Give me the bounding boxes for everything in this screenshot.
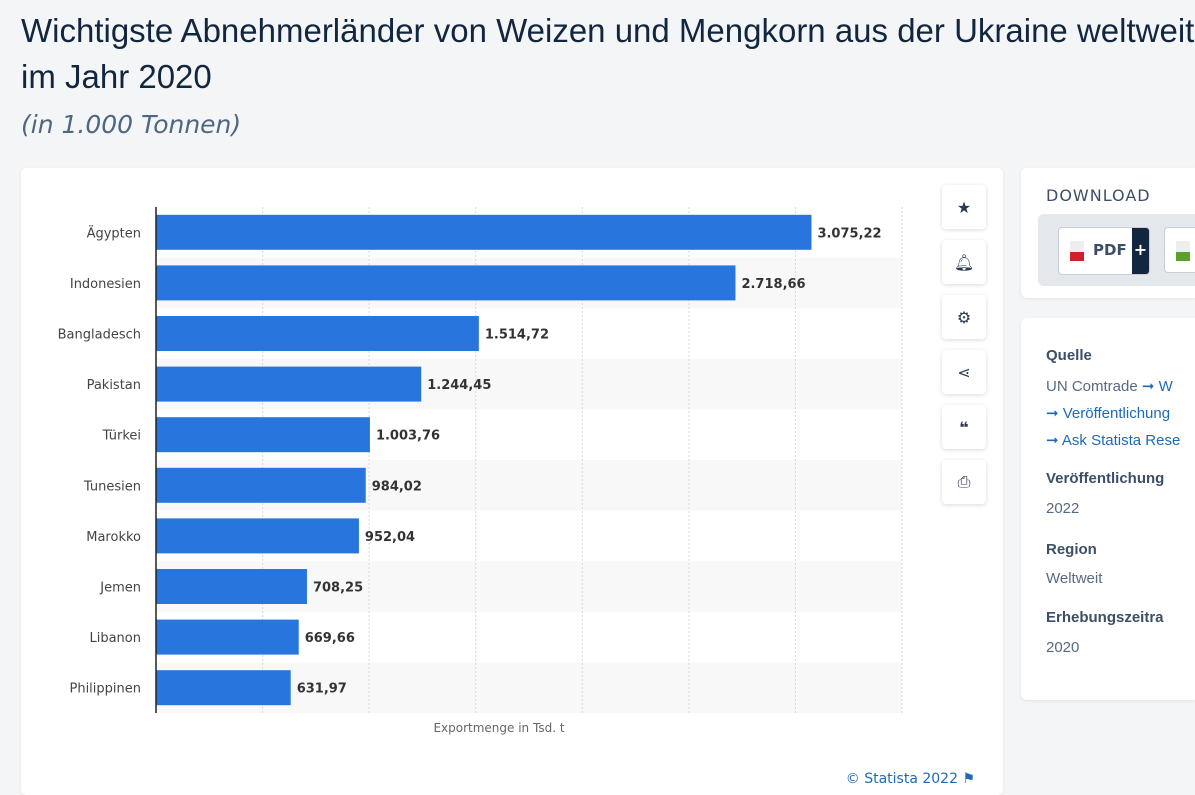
category-label: Libanon [89, 631, 141, 646]
share-button[interactable]: ⋖ [942, 350, 986, 394]
print-button[interactable]: ⎙ [942, 460, 986, 504]
print-icon: ⎙ [957, 472, 971, 491]
pdf-file-icon [1070, 241, 1084, 261]
data-label: 2.718,66 [741, 277, 805, 292]
bar-Marokko [156, 518, 359, 554]
data-label: 631,97 [297, 682, 347, 697]
bar-Ägypten [156, 214, 812, 250]
ask-statista-link[interactable]: ➞ Ask Statista Rese [1046, 432, 1181, 449]
settings-button[interactable]: ⚙ [942, 295, 986, 339]
period-value: 2020 [1046, 639, 1080, 656]
period-label: Erhebungszeitra [1046, 609, 1164, 626]
info-panel: Quelle UN Comtrade ➞ W ➞ Veröffentlichun… [1021, 318, 1195, 700]
source-label: Quelle [1046, 347, 1092, 364]
source-value: UN Comtrade [1046, 378, 1138, 395]
bell-icon: 🔔︎ [953, 252, 975, 272]
category-label: Jemen [99, 581, 141, 596]
data-label: 952,04 [365, 530, 415, 545]
statista-credit[interactable]: © Statista 2022 ⚑ [846, 771, 975, 787]
bar-Jemen [156, 569, 307, 604]
bar-Pakistan [156, 366, 422, 402]
xls-download-button[interactable] [1164, 227, 1195, 273]
chart-card: Ägypten 3.075,22 Indonesien 2.718,66 Banglad… [21, 168, 1003, 795]
download-heading: DOWNLOAD [1046, 186, 1151, 205]
category-label: Türkei [102, 429, 141, 444]
pdf-label: PDF [1093, 241, 1127, 259]
bar-Türkei [156, 417, 370, 453]
bar-Bangladesch [156, 316, 479, 351]
data-label: 984,02 [372, 479, 422, 494]
page-title: Wichtigste Abnehmerländer von Weizen und… [21, 12, 1195, 95]
data-label: 1.244,45 [427, 378, 491, 393]
favorite-button[interactable]: ★ [942, 185, 986, 229]
cite-button[interactable]: ❝ [942, 405, 986, 449]
bar-Tunesien [156, 467, 366, 503]
gear-icon: ⚙ [956, 307, 972, 327]
credit-text: © Statista 2022 [845, 771, 958, 787]
publication-link[interactable]: ➞ Veröffentlichung [1046, 405, 1171, 422]
star-icon: ★ [956, 197, 972, 217]
plus-icon: + [1132, 228, 1149, 274]
xls-file-icon [1176, 241, 1190, 261]
source-link-text: W [1158, 378, 1173, 395]
page-subtitle: (in 1.000 Tonnen) [21, 110, 242, 139]
download-panel: DOWNLOAD PDF + [1021, 168, 1195, 298]
category-label: Marokko [86, 530, 141, 545]
bar-Libanon [156, 619, 299, 655]
category-label: Bangladesch [58, 328, 141, 343]
notification-button[interactable]: 🔔︎ [942, 240, 986, 284]
source-link[interactable]: ➞ W [1141, 378, 1173, 395]
publication-value: 2022 [1046, 500, 1080, 517]
region-value: Weltweit [1046, 570, 1103, 587]
data-label: 1.514,72 [485, 328, 549, 343]
share-icon: ⋖ [957, 362, 971, 382]
category-label: Tunesien [83, 479, 141, 494]
x-axis-label: Exportmenge in Tsd. t [433, 721, 564, 735]
category-label: Philippinen [69, 682, 141, 697]
pdf-download-button[interactable]: PDF + [1058, 227, 1150, 275]
data-label: 1.003,76 [376, 429, 440, 444]
flag-icon: ⚑ [962, 771, 975, 787]
category-label: Ägypten [87, 225, 141, 241]
data-label: 3.075,22 [817, 226, 881, 241]
publication-label: Veröffentlichung [1046, 470, 1165, 487]
data-label: 669,66 [305, 631, 355, 646]
bar-chart: Ägypten 3.075,22 Indonesien 2.718,66 Banglad… [58, 207, 903, 735]
ask-statista-text: Ask Statista Rese [1061, 432, 1181, 449]
region-label: Region [1046, 541, 1097, 558]
data-label: 708,25 [313, 581, 363, 596]
quote-icon: ❝ [959, 417, 969, 437]
category-label: Pakistan [87, 378, 141, 393]
category-label: Indonesien [70, 277, 141, 292]
publication-link-text: Veröffentlichung [1062, 405, 1171, 422]
bar-Indonesien [156, 265, 736, 301]
bar-Philippinen [156, 670, 291, 706]
